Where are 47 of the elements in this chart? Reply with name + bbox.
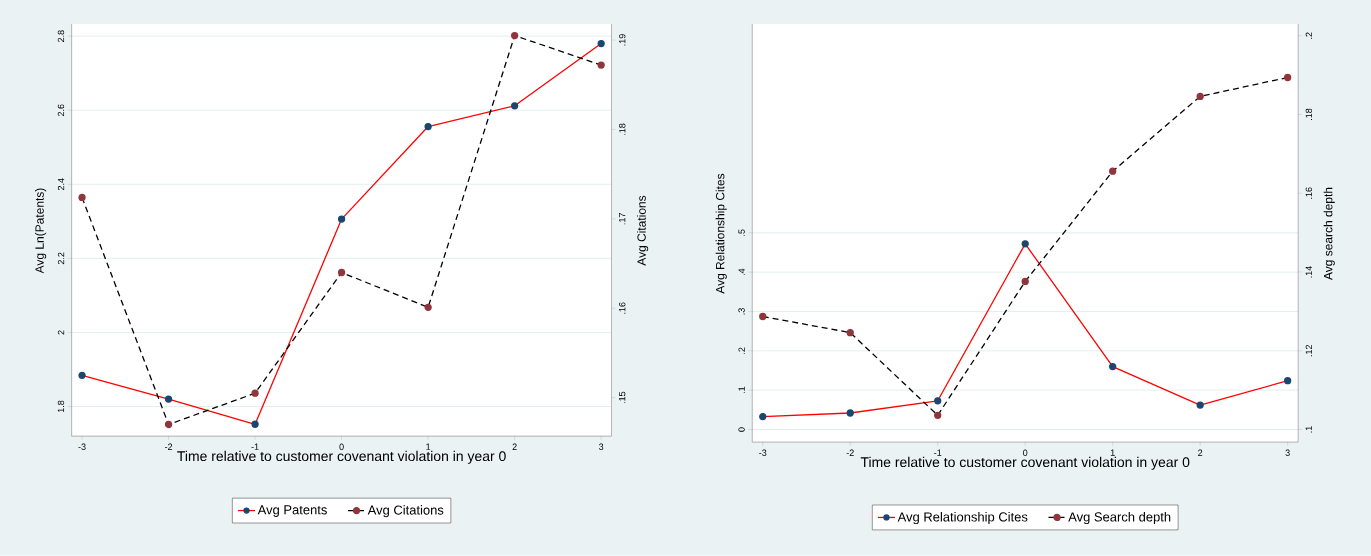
y-tick-label: 2.6	[57, 104, 65, 117]
legend-label: Avg Relationship Cites	[897, 512, 1028, 525]
x-tick-label: 2	[1198, 449, 1203, 456]
y-tick-label: 2.4	[57, 178, 65, 191]
x-tick-label: 3	[1285, 449, 1290, 457]
x-tick-label: -1	[251, 443, 259, 450]
x-tick-label: 2	[512, 443, 517, 450]
y-tick-label: .4	[738, 268, 745, 276]
y2-tick-label: .18	[619, 123, 626, 135]
legend-label: Avg Search depth	[1068, 512, 1171, 525]
y2-tick-label: .18	[1305, 108, 1313, 120]
y-axis-title: Avg Ln(Patents)	[35, 188, 47, 274]
x-tick-label: 3	[599, 443, 604, 451]
y-tick-label: 1.8	[57, 400, 65, 413]
y2-tick-label: .14	[1305, 266, 1312, 278]
x-axis-title: Time relative to customer covenant violation in year 0	[860, 456, 1190, 470]
x-tick-label: -2	[846, 449, 854, 456]
y-tick-label: 2.2	[57, 252, 65, 265]
y2-axis-title: Avg search depth	[1323, 187, 1335, 281]
y-axis-title: Avg Relationship Cites	[715, 173, 727, 294]
x-tick-label: -1	[934, 449, 942, 456]
y-tick-label: .3	[738, 308, 745, 315]
y-tick-label: 0	[738, 427, 745, 432]
y-tick-label: 2.8	[57, 30, 65, 43]
x-tick-label: -3	[78, 443, 86, 451]
y2-tick-label: .15	[619, 391, 626, 404]
y-tick-label: .2	[738, 347, 745, 354]
x-tick-label: -2	[164, 443, 173, 450]
y2-tick-label: .19	[619, 34, 626, 46]
y2-tick-label: .16	[1305, 187, 1313, 199]
x-tick-label: 0	[1023, 449, 1028, 457]
x-tick-label: 1	[426, 443, 431, 450]
y2-axis-title: Avg Citations	[637, 195, 649, 266]
y2-tick-label: .16	[619, 302, 626, 314]
y2-tick-label: .1	[1305, 426, 1312, 433]
x-tick-label: 0	[339, 443, 344, 451]
y2-tick-label: .2	[1305, 32, 1312, 39]
y-tick-label: .1	[738, 386, 745, 394]
y2-tick-label: .12	[1305, 345, 1312, 357]
legend-label: Avg Patents	[257, 505, 327, 518]
y2-tick-label: .17	[619, 213, 626, 225]
y-tick-label: .5	[738, 229, 745, 236]
x-axis-title: Time relative to customer covenant violation in year 0	[177, 450, 506, 464]
x-tick-label: -3	[759, 449, 767, 457]
legend-label: Avg Citations	[367, 505, 444, 518]
y-tick-label: 2	[57, 330, 65, 335]
x-tick-label: 1	[1110, 449, 1115, 456]
